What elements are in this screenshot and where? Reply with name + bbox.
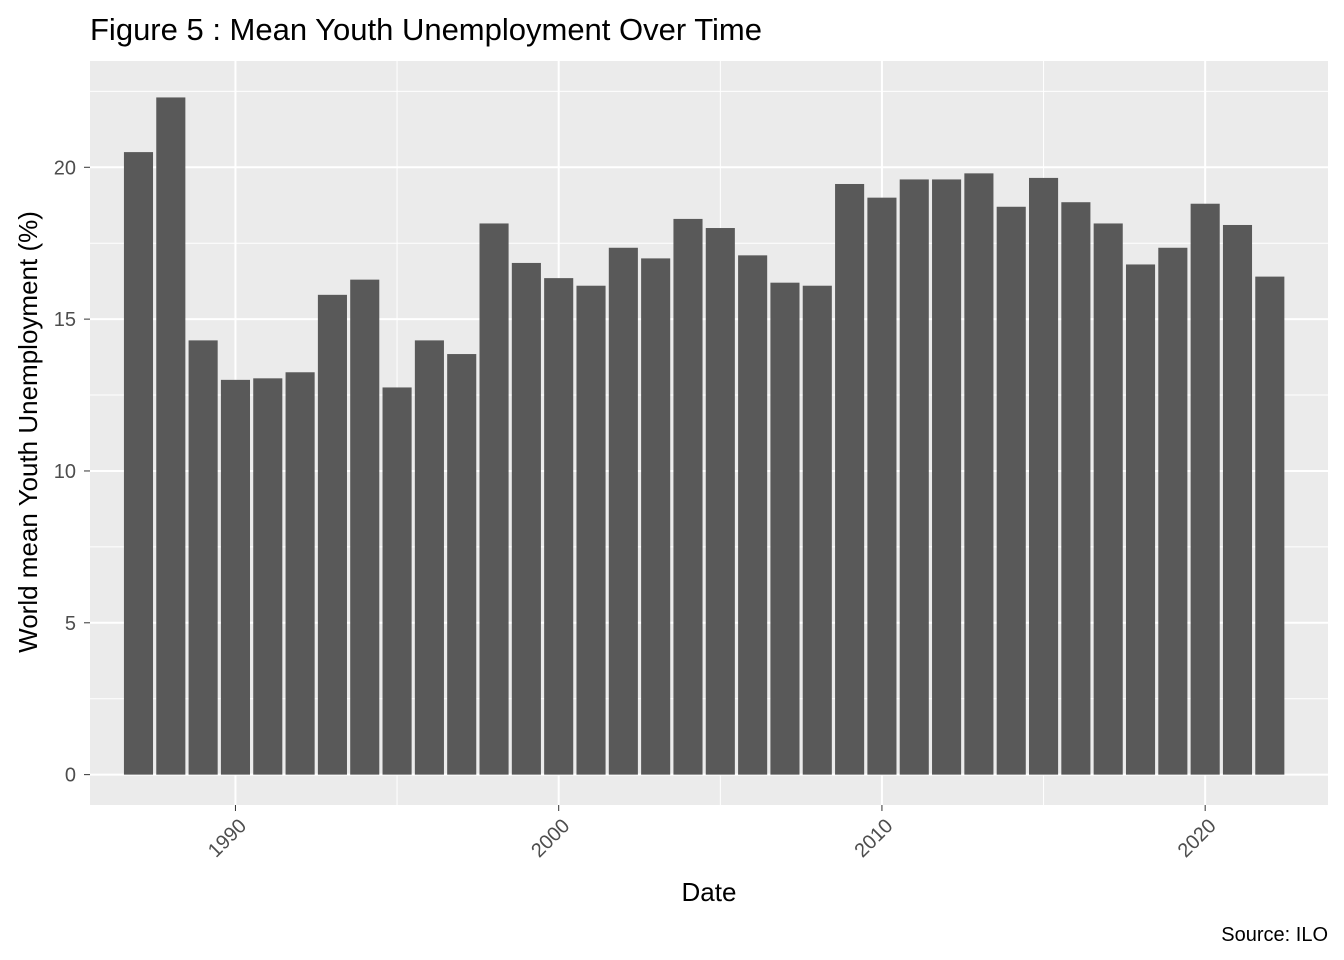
chart-title: Figure 5 : Mean Youth Unemployment Over …: [90, 12, 762, 47]
bar: [447, 354, 477, 775]
y-tick-label: 0: [65, 765, 76, 787]
bar: [899, 179, 929, 775]
y-tick-label: 10: [54, 461, 76, 483]
bar: [738, 255, 768, 775]
bar: [123, 152, 154, 775]
bar: [867, 197, 897, 775]
bar: [382, 387, 412, 775]
bar: [253, 378, 283, 775]
bar: [188, 340, 218, 775]
y-axis: 0 5 10 15 20: [54, 157, 90, 787]
bar: [835, 183, 865, 775]
bar: [317, 294, 347, 775]
bar: [1125, 264, 1156, 775]
bar: [479, 223, 509, 775]
caption: Source: ILO: [1221, 924, 1328, 946]
x-tick-label: 1990: [204, 815, 251, 862]
bar: [285, 372, 315, 775]
bar: [1093, 223, 1123, 775]
bar: [576, 285, 606, 775]
bar: [608, 247, 638, 775]
bar: [996, 206, 1026, 775]
bar: [350, 279, 380, 775]
bar: [641, 258, 671, 775]
bar: [705, 228, 735, 775]
bar: [544, 278, 574, 775]
x-axis: 1990 2000 2010 2020: [204, 805, 1221, 862]
bar: [414, 340, 444, 775]
y-tick-label: 5: [65, 613, 76, 635]
bar: [673, 218, 703, 775]
x-tick-label: 2000: [527, 815, 574, 862]
bar: [1061, 202, 1091, 775]
bar: [1158, 247, 1188, 775]
bar: [1222, 224, 1253, 775]
bar: [1029, 177, 1059, 775]
x-tick-label: 2020: [1174, 815, 1221, 862]
x-tick-label: 2010: [850, 815, 897, 862]
bar: [1255, 276, 1285, 775]
bar: [932, 179, 962, 775]
bar: [1190, 203, 1220, 775]
bar: [220, 379, 251, 775]
bar: [802, 285, 832, 775]
bar: [964, 173, 994, 775]
x-axis-title: Date: [682, 877, 737, 907]
bar: [770, 282, 800, 775]
y-tick-label: 20: [54, 157, 76, 179]
y-tick-label: 15: [54, 309, 76, 331]
bar: [511, 262, 541, 775]
y-axis-title: World mean Youth Unemployment (%): [13, 211, 43, 653]
bar: [156, 97, 186, 775]
bars: [123, 97, 1285, 775]
